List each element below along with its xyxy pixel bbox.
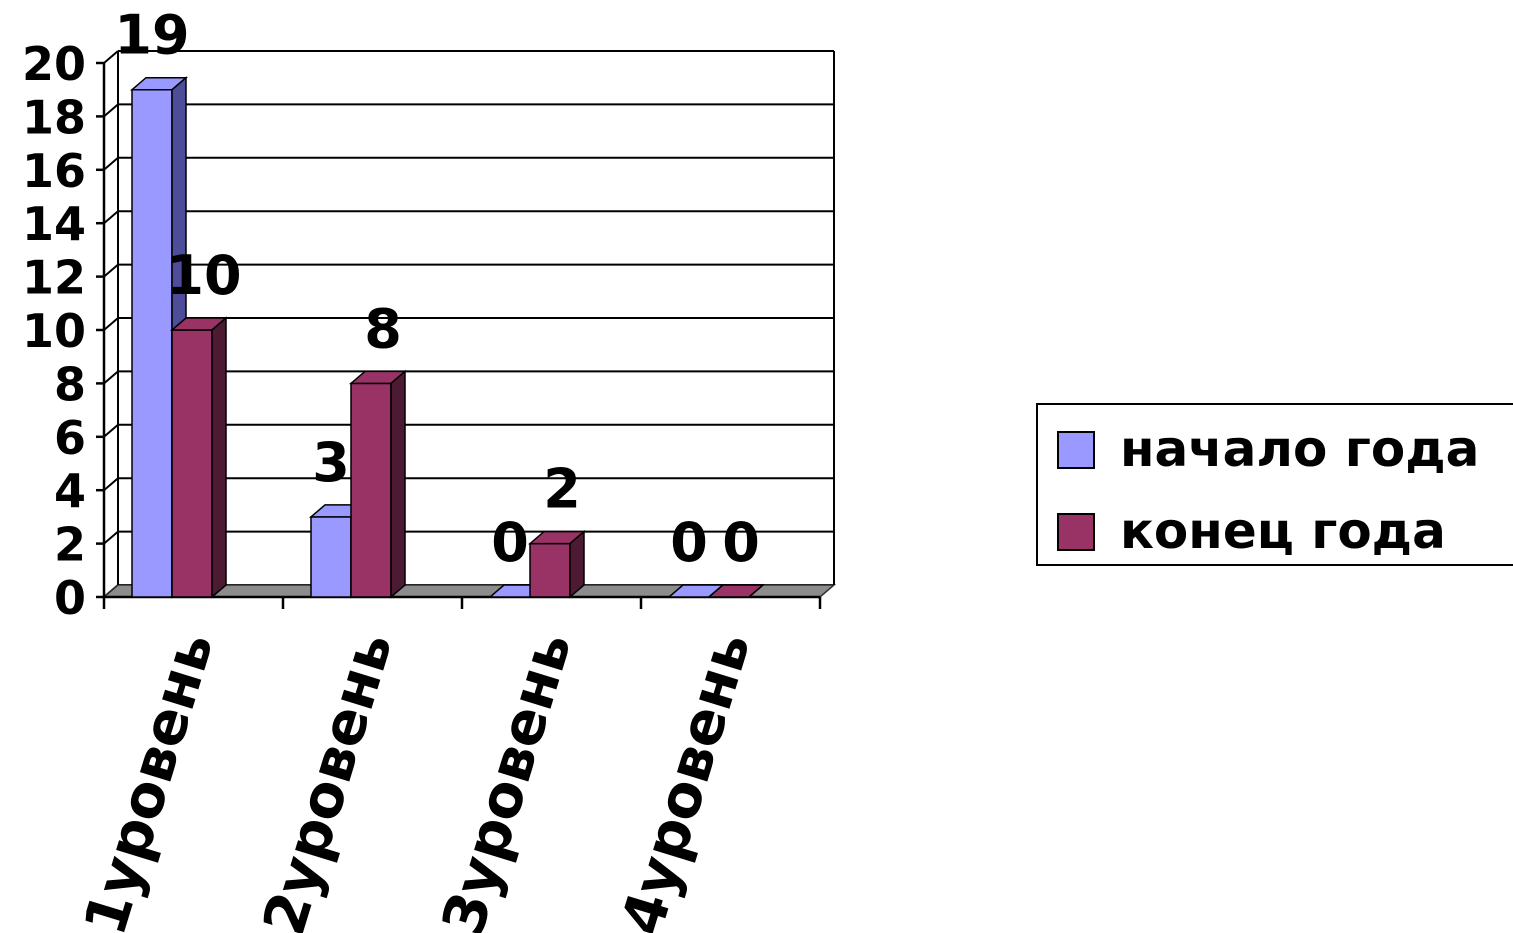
data-label: 0 [491,511,529,574]
legend-swatch [1057,513,1095,551]
legend: начало года конец года [1036,403,1513,566]
data-label: 10 [166,244,241,307]
bars [129,76,766,599]
gridline-side [103,424,119,438]
gridlines [103,50,834,598]
legend-box [1036,403,1513,566]
gridline-side [103,210,119,224]
bar-2-front [350,382,392,598]
gridline-side [103,530,119,545]
x-category-label: 3уровень [429,624,585,933]
y-tick-label: 16 [22,144,86,198]
bar-1-front [310,516,352,598]
x-axis-categories: 1уровень 2уровень 3уровень 4уровень [71,624,764,933]
bar-1-front [131,88,173,598]
gridline-side [103,103,119,118]
bar-2-front [529,542,571,598]
y-tick-label: 4 [54,464,86,518]
gridline-side [103,317,119,331]
gridline-side [103,50,119,64]
gridline-side [103,370,119,385]
data-label: 0 [670,511,708,574]
bar-2-side [390,369,406,599]
x-category-label: 1уровень [71,624,227,933]
gridline-side [103,477,119,491]
bar-2-front [171,329,213,598]
y-tick-label: 10 [22,304,86,358]
data-label: 8 [364,297,402,360]
y-tick-label: 14 [22,197,86,251]
y-tick-label: 8 [54,357,86,411]
legend-label: начало года [1120,420,1479,478]
y-tick-label: 18 [22,90,86,144]
y-tick-label: 20 [22,37,86,91]
y-tick-label: 6 [54,411,86,465]
gridline-side [103,157,119,171]
legend-label: конец года [1120,502,1446,560]
data-label: 0 [722,511,760,574]
y-tick-label: 0 [54,571,86,625]
data-label: 2 [543,458,581,521]
data-label: 3 [312,431,350,494]
y-tick-label: 12 [22,251,86,305]
legend-swatch [1057,431,1095,469]
bar-2-side [211,316,227,599]
bar-2-side [748,584,764,598]
y-tick-label: 2 [54,518,86,572]
gridline-side [103,263,119,278]
x-category-label: 4уровень [608,624,764,933]
bar-2-side [569,529,585,599]
data-label: 19 [114,4,189,67]
x-category-label: 2уровень [250,624,406,933]
